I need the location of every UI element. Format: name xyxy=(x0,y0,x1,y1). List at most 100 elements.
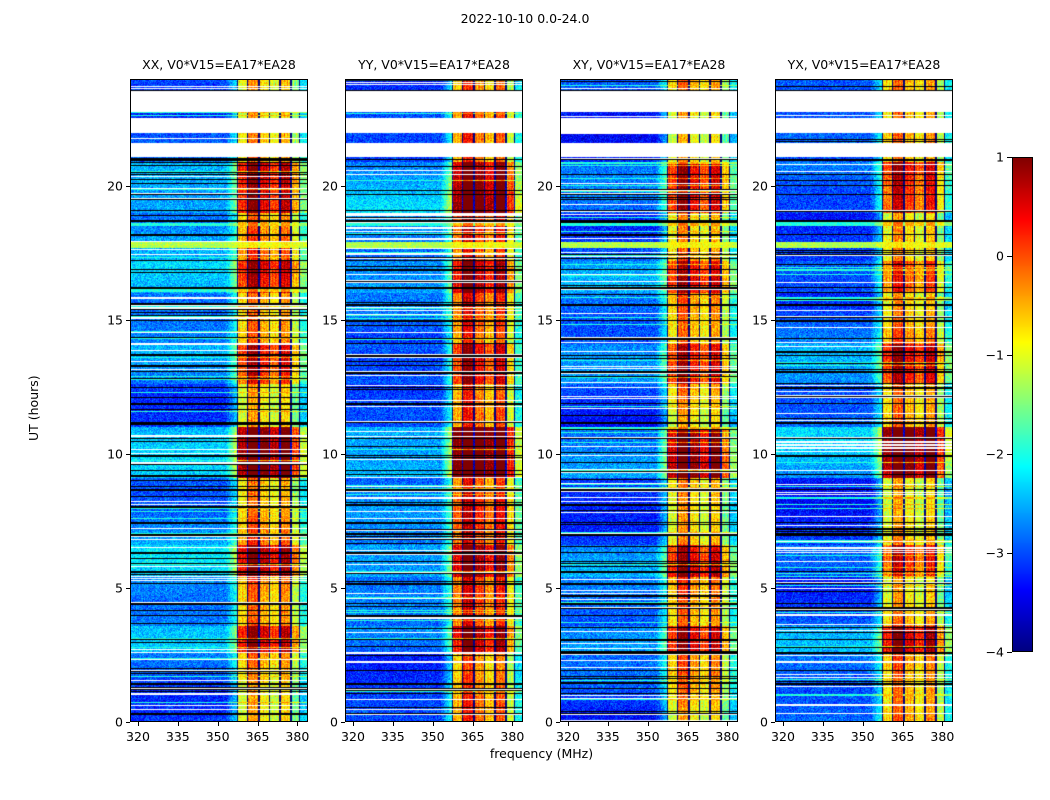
panel-yx[interactable]: YX, V0*V15=EA17*EA28 xyxy=(775,57,953,722)
colorbar-gradient xyxy=(1012,157,1033,652)
y-tick-label: 20 xyxy=(537,178,553,194)
y-tick-label: 0 xyxy=(760,714,768,730)
y-tick-mark xyxy=(771,588,775,590)
x-tick-mark xyxy=(177,722,179,726)
colorbar-tick-label: 1 xyxy=(996,149,1004,165)
x-tick-mark xyxy=(822,722,824,726)
panel-title-xy: XY, V0*V15=EA17*EA28 xyxy=(572,57,726,72)
x-tick-label: 365 xyxy=(890,729,915,744)
x-axis-label: frequency (MHz) xyxy=(489,746,594,761)
y-tick-label: 10 xyxy=(537,446,553,462)
colorbar-tick-mark xyxy=(1007,454,1012,455)
y-tick-label: 20 xyxy=(107,178,123,194)
x-tick-label: 350 xyxy=(635,729,660,744)
panel-yy[interactable]: YY, V0*V15=EA17*EA28 xyxy=(345,57,523,722)
figure-suptitle: 2022-10-10 0.0-24.0 xyxy=(460,11,590,26)
x-tick-mark xyxy=(257,722,259,726)
x-tick-label: 335 xyxy=(380,729,405,744)
y-tick-label: 0 xyxy=(545,714,553,730)
colorbar[interactable] xyxy=(1012,157,1033,652)
y-tick-mark xyxy=(556,186,560,188)
y-tick-mark xyxy=(341,722,345,723)
x-tick-label: 350 xyxy=(850,729,875,744)
y-tick-label: 15 xyxy=(537,312,553,328)
colorbar-tick-mark xyxy=(1007,652,1012,653)
y-tick-mark xyxy=(771,722,775,723)
x-tick-mark xyxy=(472,722,474,726)
x-tick-label: 335 xyxy=(165,729,190,744)
x-tick-mark xyxy=(782,722,784,726)
x-tick-mark xyxy=(392,722,394,726)
x-tick-mark xyxy=(902,722,904,726)
panel-title-xx: XX, V0*V15=EA17*EA28 xyxy=(142,57,296,72)
y-tick-mark xyxy=(556,588,560,590)
x-tick-label: 380 xyxy=(285,729,310,744)
y-tick-mark xyxy=(771,454,775,456)
y-axis-label: UT (hours) xyxy=(26,374,41,441)
colorbar-tick-mark xyxy=(1007,355,1012,356)
x-tick-mark xyxy=(862,722,864,726)
x-tick-mark xyxy=(647,722,649,726)
x-tick-label: 350 xyxy=(420,729,445,744)
y-tick-mark xyxy=(126,588,130,590)
y-tick-mark xyxy=(341,588,345,590)
y-tick-mark xyxy=(126,320,130,322)
y-tick-mark xyxy=(341,454,345,456)
y-tick-label: 0 xyxy=(115,714,123,730)
spectrogram-yy xyxy=(345,79,523,722)
x-tick-mark xyxy=(217,722,219,726)
y-tick-label: 5 xyxy=(115,580,123,596)
x-tick-mark xyxy=(137,722,139,726)
x-tick-label: 380 xyxy=(500,729,525,744)
panel-xx[interactable]: XX, V0*V15=EA17*EA28 xyxy=(130,57,308,722)
spectrogram-xx xyxy=(130,79,308,722)
x-tick-mark xyxy=(607,722,609,726)
x-tick-label: 335 xyxy=(810,729,835,744)
colorbar-tick-mark xyxy=(1007,157,1012,158)
x-tick-label: 320 xyxy=(771,729,795,744)
colorbar-tick-label: 0 xyxy=(996,248,1004,264)
y-tick-label: 5 xyxy=(760,580,768,596)
spectrogram-yx xyxy=(775,79,953,722)
y-tick-label: 0 xyxy=(330,714,338,730)
y-tick-mark xyxy=(556,722,560,723)
panel-title-yx: YX, V0*V15=EA17*EA28 xyxy=(787,57,941,72)
y-tick-mark xyxy=(556,454,560,456)
x-tick-label: 365 xyxy=(245,729,270,744)
y-tick-label: 20 xyxy=(752,178,768,194)
y-tick-mark xyxy=(341,320,345,322)
x-tick-mark xyxy=(512,722,514,726)
x-tick-label: 320 xyxy=(341,729,365,744)
y-tick-label: 5 xyxy=(330,580,338,596)
y-tick-mark xyxy=(341,186,345,188)
y-tick-mark xyxy=(126,186,130,188)
x-tick-mark xyxy=(352,722,354,726)
y-tick-mark xyxy=(126,722,130,723)
colorbar-tick-label: −3 xyxy=(985,545,1004,561)
panel-title-yy: YY, V0*V15=EA17*EA28 xyxy=(358,57,510,72)
x-tick-mark xyxy=(432,722,434,726)
y-tick-mark xyxy=(556,320,560,322)
y-tick-label: 15 xyxy=(107,312,123,328)
x-tick-mark xyxy=(567,722,569,726)
x-tick-label: 380 xyxy=(930,729,955,744)
colorbar-tick-label: −1 xyxy=(985,347,1004,363)
panel-xy[interactable]: XY, V0*V15=EA17*EA28 xyxy=(560,57,738,722)
x-tick-mark xyxy=(297,722,299,726)
colorbar-tick-mark xyxy=(1007,256,1012,257)
x-tick-mark xyxy=(727,722,729,726)
x-tick-label: 350 xyxy=(205,729,230,744)
y-tick-mark xyxy=(771,320,775,322)
x-tick-label: 380 xyxy=(715,729,740,744)
y-tick-label: 5 xyxy=(545,580,553,596)
y-tick-label: 20 xyxy=(322,178,338,194)
colorbar-tick-mark xyxy=(1007,553,1012,554)
spectrogram-xy xyxy=(560,79,738,722)
y-tick-mark xyxy=(771,186,775,188)
x-tick-mark xyxy=(687,722,689,726)
y-tick-mark xyxy=(126,454,130,456)
x-tick-label: 335 xyxy=(595,729,620,744)
colorbar-frame xyxy=(1012,157,1033,652)
x-tick-label: 320 xyxy=(126,729,150,744)
